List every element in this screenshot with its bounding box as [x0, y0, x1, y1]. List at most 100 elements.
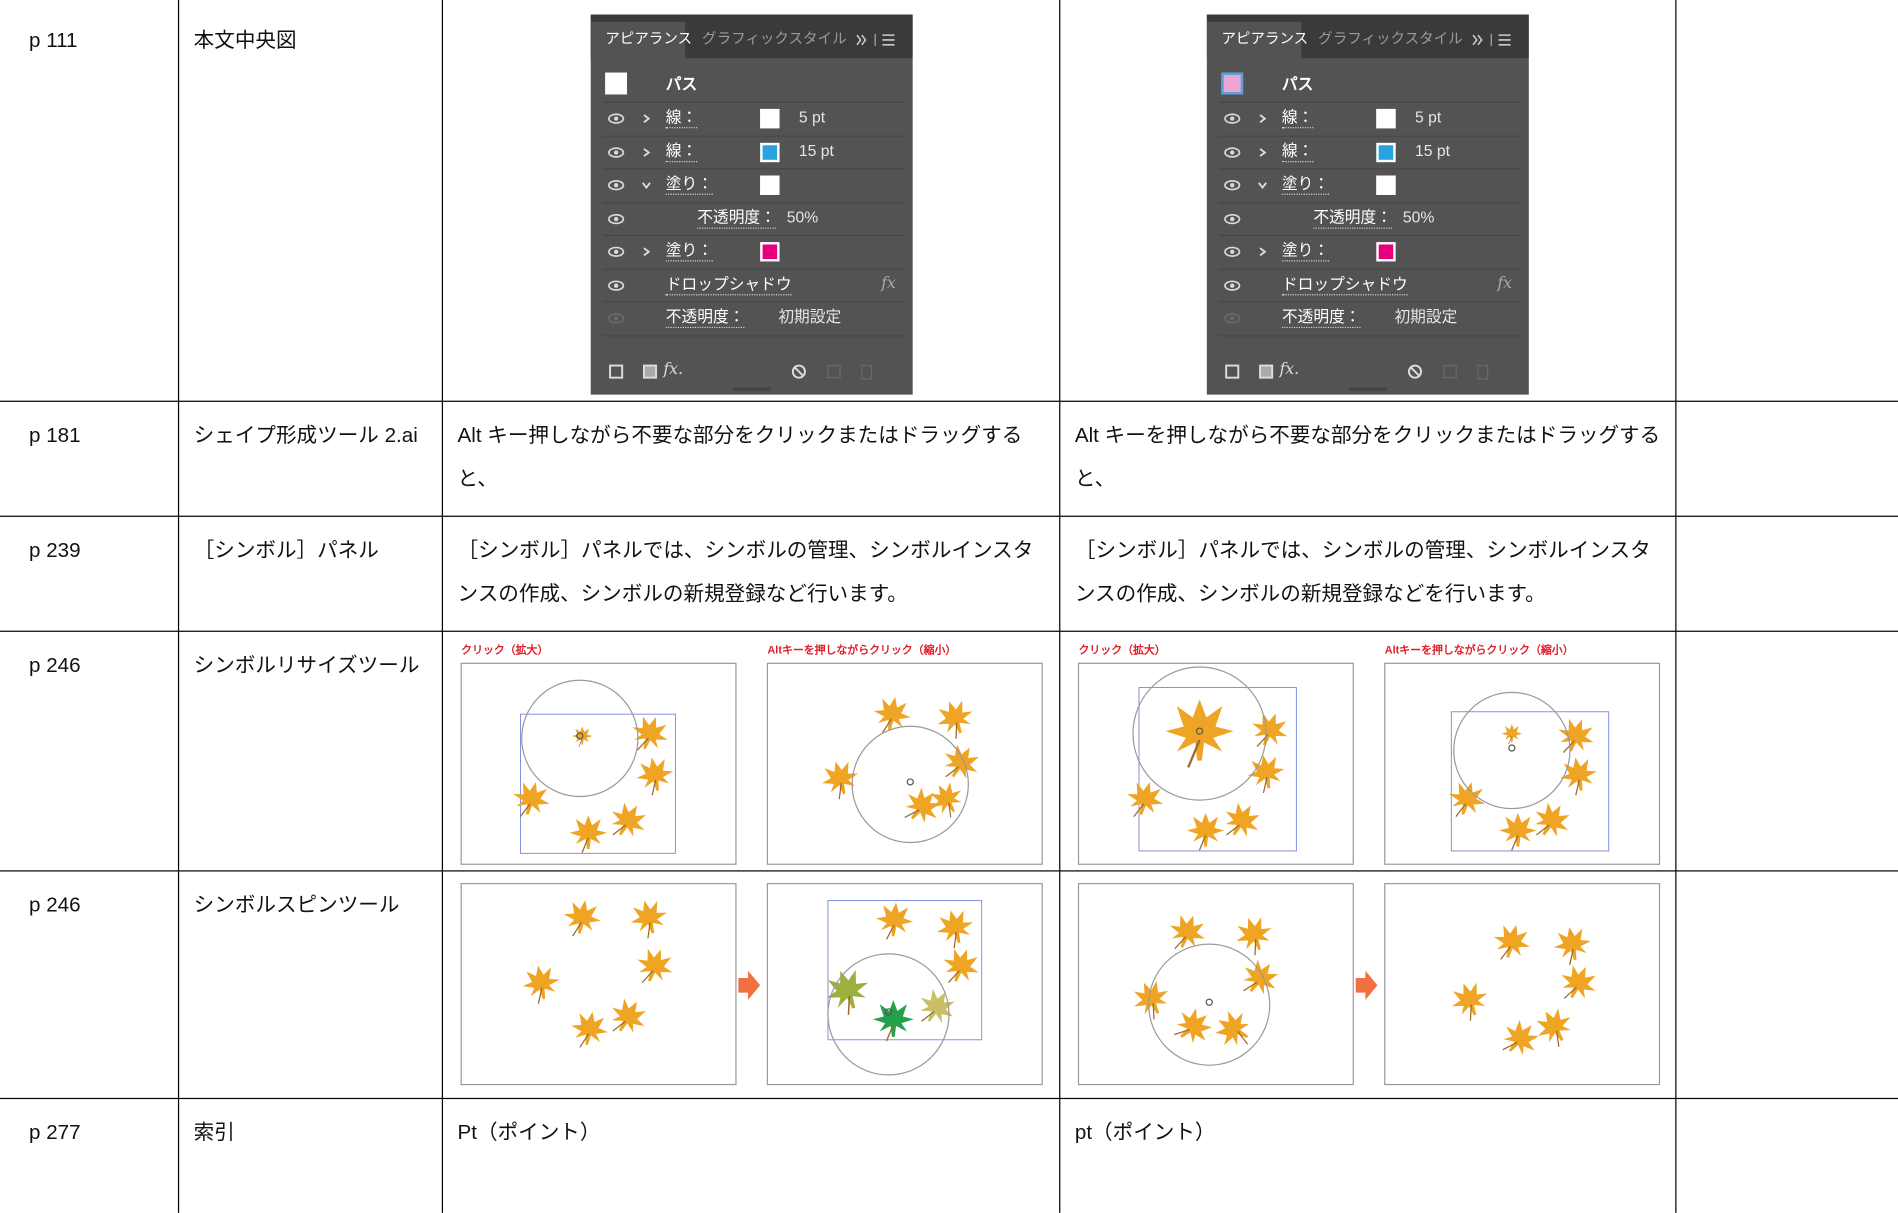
eye-outline: [608, 113, 625, 124]
item-name: 本文中央図: [193, 29, 297, 53]
attribute-label: 線：: [665, 141, 698, 162]
panel-toolbar: [609, 364, 873, 380]
page-number: p 181: [29, 423, 81, 447]
cursor-icon: [906, 778, 914, 786]
new-fill-icon: [1259, 364, 1274, 379]
table-cell: [1676, 0, 1898, 402]
attribute-value: 初期設定: [778, 307, 842, 326]
chevron-icon: [643, 114, 651, 123]
new-stroke-icon: [1225, 364, 1240, 379]
table-cell: p 181: [0, 401, 180, 517]
bounding-box: [827, 900, 983, 1041]
illustration-frame: [1384, 883, 1661, 1086]
cursor-icon: [884, 1008, 893, 1016]
table-cell: Alt キー押しながら不要な部分をクリックまたはドラッグすると、: [443, 401, 1061, 517]
table-cell: [1060, 871, 1677, 1100]
tab-label: グラフィックスタイル: [702, 30, 847, 48]
eye-pupil: [1230, 216, 1235, 221]
color-swatch: [1376, 242, 1396, 262]
color-swatch: [1376, 175, 1396, 195]
eye-outline: [1224, 246, 1241, 257]
eye-pupil: [613, 316, 619, 321]
cursor-icon: [576, 732, 584, 740]
table-cell: シンボルスピンツール: [179, 871, 444, 1100]
eye-icon: [1224, 113, 1241, 124]
table-cell: ［シンボル］パネル: [179, 516, 444, 632]
item-name: シェイプ形成ツール 2.ai: [193, 423, 418, 447]
illustration: [1077, 883, 1661, 1086]
attribute-label: 不透明度：: [665, 307, 745, 329]
table-cell: クリック（拡大） Altキーを押しながらクリック（縮小）: [1060, 631, 1677, 872]
color-swatch: [760, 108, 780, 129]
eye-icon: [608, 246, 625, 257]
active-tab: [1206, 21, 1302, 59]
page-number: p 277: [29, 1120, 81, 1144]
bounding-box: [1450, 711, 1610, 852]
eye-icon: [1224, 213, 1241, 224]
duplicate-icon: [1443, 364, 1457, 379]
eye-pupil: [1230, 116, 1235, 121]
table-cell: pt（ポイント）: [1060, 1099, 1677, 1213]
chevron-icon: [1259, 147, 1267, 157]
arrow: [1355, 970, 1378, 1000]
attribute-label: 塗り：: [665, 174, 713, 195]
appearance-panel: アピアランス グラフィックスタイル パス 線： 5 pt 線： 15 pt 塗り： 不透明度： 5…: [590, 14, 913, 395]
color-swatch: [760, 175, 780, 195]
eye-outline: [1224, 179, 1241, 191]
eye-icon: [1224, 146, 1241, 158]
resize-grip: [1349, 387, 1386, 391]
illustration-caption: Altキーを押しながらクリック（縮小）: [767, 643, 957, 657]
row-separator: [602, 101, 906, 103]
active-tab: [590, 21, 686, 59]
object-label: パス: [665, 75, 698, 94]
cursor-icon: [1195, 727, 1204, 735]
attribute-label: 不透明度：: [1281, 307, 1361, 329]
eye-outline: [608, 313, 625, 324]
tab-label: アピアランス: [605, 30, 693, 48]
illustration-caption: クリック（拡大）: [1078, 643, 1166, 657]
illustration-caption: Altキーを押しながらクリック（縮小）: [1384, 643, 1574, 657]
eye-pupil: [1230, 183, 1235, 188]
after-text: pt（ポイント）: [1074, 1120, 1216, 1144]
attribute-value: 初期設定: [1394, 307, 1458, 326]
row-separator: [602, 335, 906, 337]
bounding-box: [520, 713, 676, 854]
delete-icon: [861, 364, 873, 380]
collapse-icon: [1472, 34, 1478, 46]
tab-label: グラフィックスタイル: [1318, 30, 1463, 48]
chevron: [643, 114, 651, 123]
table-cell: ［シンボル］パネルでは、シンボルの管理、シンボルインスタンスの作成、シンボルの新…: [443, 516, 1061, 632]
brush-circle: [1453, 691, 1571, 810]
table-cell: シェイプ形成ツール 2.ai: [179, 401, 444, 517]
table-cell: Alt キーを押しながら不要な部分をクリックまたはドラッグすると、: [1060, 401, 1677, 517]
eye-outline: [608, 246, 625, 257]
row-separator: [1218, 168, 1522, 170]
clear-icon: [1410, 366, 1420, 377]
object-swatch: [1221, 72, 1244, 95]
new-fill-icon: [642, 364, 658, 379]
eye-icon: [608, 279, 625, 291]
illustration: [460, 662, 1043, 865]
page-number: p 239: [29, 538, 81, 562]
eye-icon: [608, 113, 625, 124]
eye-outline: [1224, 146, 1241, 158]
table-cell: p 277: [0, 1099, 180, 1213]
eye-icon: [1224, 279, 1241, 291]
chevron: [642, 182, 651, 190]
row-separator: [1218, 134, 1522, 137]
eye-pupil: [1230, 282, 1235, 288]
item-name: シンボルスピンツール: [193, 893, 400, 917]
arrow: [738, 970, 761, 1000]
eye-outline: [1224, 113, 1241, 124]
row-separator: [1218, 268, 1522, 270]
eye-pupil: [613, 216, 619, 221]
eye-pupil: [1230, 149, 1235, 155]
attribute-label: ドロップシャドウ: [1281, 274, 1408, 295]
row-separator: [1218, 301, 1522, 303]
attribute-value: 15 pt: [1415, 141, 1451, 160]
row-separator: [602, 134, 906, 137]
table-cell: ［シンボル］パネルでは、シンボルの管理、シンボルインスタンスの作成、シンボルの新…: [1060, 516, 1677, 632]
chevron-icon: [1259, 247, 1267, 257]
table-cell: アピアランス グラフィックスタイル パス 線： 5 pt 線： 15 pt 塗り： 不透明度： 5…: [1060, 0, 1677, 402]
